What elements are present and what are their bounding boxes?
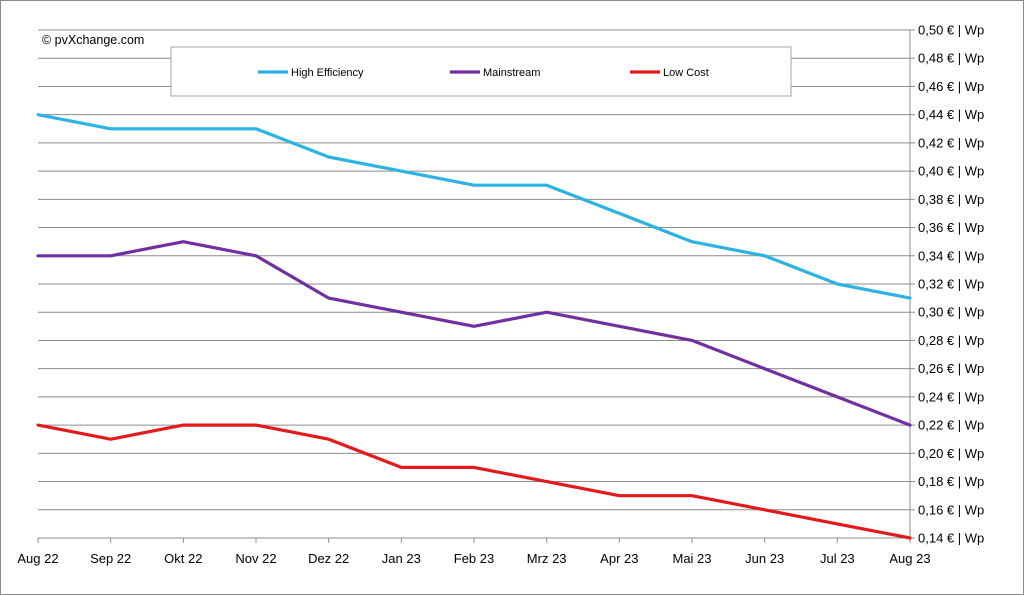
- y-tick-label: 0,26 € | Wp: [918, 361, 984, 376]
- y-tick-label: 0,30 € | Wp: [918, 305, 984, 320]
- y-tick-label: 0,40 € | Wp: [918, 164, 984, 179]
- y-axis-tick-labels: 0,14 € | Wp 0,16 € | Wp 0,18 € | Wp 0,20 € …: [918, 23, 984, 546]
- copyright-label: © pvXchange.com: [42, 33, 144, 47]
- y-tick-label: 0,44 € | Wp: [918, 107, 984, 122]
- y-tick-label: 0,14 € | Wp: [918, 531, 984, 546]
- x-tick-label: Apr 23: [600, 551, 638, 566]
- y-tick-label: 0,36 € | Wp: [918, 220, 984, 235]
- x-tick-label: Feb 23: [454, 551, 494, 566]
- y-tick-label: 0,20 € | Wp: [918, 446, 984, 461]
- y-tick-label: 0,16 € | Wp: [918, 502, 984, 517]
- y-tick-label: 0,48 € | Wp: [918, 51, 984, 66]
- y-tick-label: 0,50 € | Wp: [918, 23, 984, 38]
- x-tick-label: Dez 22: [308, 551, 349, 566]
- x-tick-label: Okt 22: [164, 551, 202, 566]
- x-tick-label: Jun 23: [745, 551, 784, 566]
- series-line-high-efficiency: [36, 113, 912, 300]
- legend-label: Mainstream: [483, 67, 540, 79]
- x-tick-label: Jan 23: [382, 551, 421, 566]
- gridlines: [38, 29, 910, 539]
- y-tick-label: 0,24 € | Wp: [918, 389, 984, 404]
- x-tick-label: Sep 22: [90, 551, 131, 566]
- x-tick-label: Nov 22: [235, 551, 276, 566]
- y-tick-label: 0,34 € | Wp: [918, 248, 984, 263]
- y-tick-label: 0,22 € | Wp: [918, 418, 984, 433]
- series-lines: [36, 113, 912, 540]
- legend: High Efficiency Mainstream Low Cost: [170, 46, 792, 97]
- y-tick-label: 0,38 € | Wp: [918, 192, 984, 207]
- x-axis-tick-labels: Aug 22 Sep 22 Okt 22 Nov 22 Dez 22 Jan 23 Feb …: [17, 551, 930, 566]
- y-tick-label: 0,18 € | Wp: [918, 474, 984, 489]
- series-line-low-cost: [36, 423, 912, 540]
- legend-label: Low Cost: [663, 67, 709, 79]
- x-tick-label: Mrz 23: [527, 551, 567, 566]
- y-tick-label: 0,32 € | Wp: [918, 277, 984, 292]
- series-line-mainstream: [36, 240, 912, 427]
- y-tick-label: 0,28 € | Wp: [918, 333, 984, 348]
- legend-label: High Efficiency: [291, 67, 364, 79]
- axes: [37, 29, 915, 543]
- x-tick-label: Mai 23: [672, 551, 711, 566]
- x-tick-label: Aug 22: [17, 551, 58, 566]
- x-tick-label: Aug 23: [889, 551, 930, 566]
- x-tick-label: Jul 23: [820, 551, 855, 566]
- y-tick-label: 0,42 € | Wp: [918, 135, 984, 150]
- y-tick-label: 0,46 € | Wp: [918, 79, 984, 94]
